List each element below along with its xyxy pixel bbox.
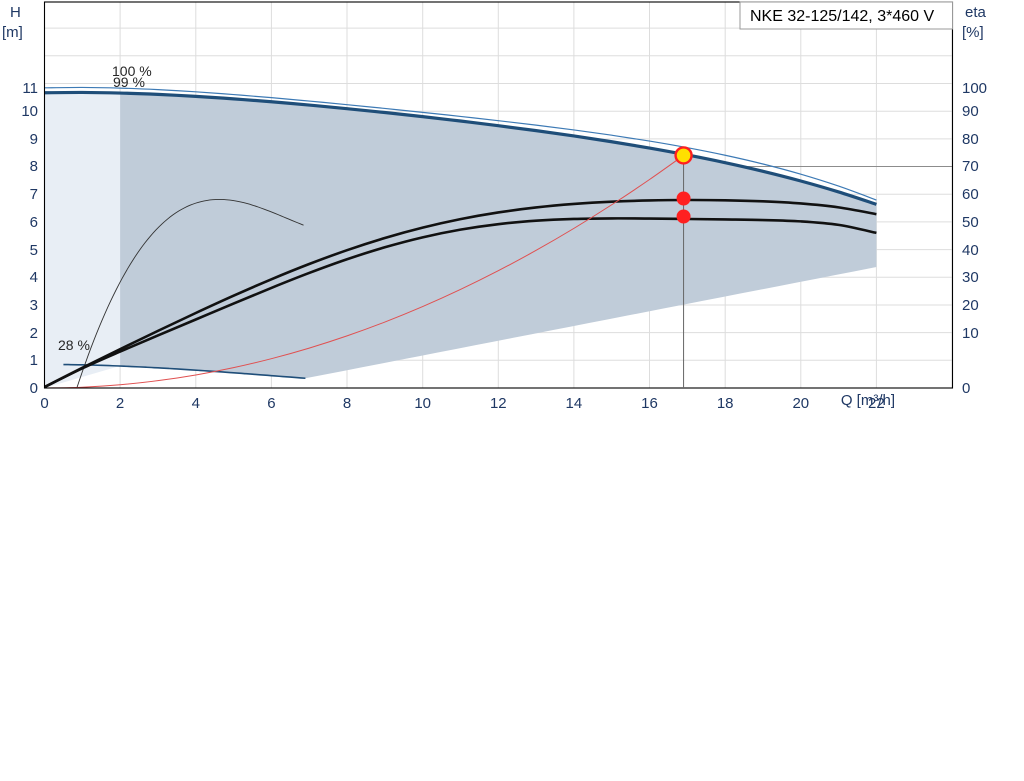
svg-text:12: 12	[490, 395, 507, 412]
svg-text:16: 16	[641, 395, 658, 412]
svg-text:80: 80	[962, 131, 979, 148]
svg-text:0: 0	[40, 395, 48, 412]
svg-text:[%]: [%]	[962, 24, 984, 41]
svg-text:H: H	[10, 4, 21, 21]
svg-text:8: 8	[30, 158, 38, 175]
svg-text:10: 10	[962, 325, 979, 342]
svg-text:[m]: [m]	[2, 24, 23, 41]
svg-text:20: 20	[962, 297, 979, 314]
svg-text:2: 2	[30, 325, 38, 342]
svg-text:1: 1	[30, 352, 38, 369]
svg-text:Q [m³/h]: Q [m³/h]	[841, 392, 895, 409]
svg-text:30: 30	[962, 269, 979, 286]
svg-text:10: 10	[414, 395, 431, 412]
svg-text:4: 4	[30, 269, 38, 286]
svg-text:20: 20	[792, 395, 809, 412]
svg-text:14: 14	[566, 395, 583, 412]
svg-text:2: 2	[116, 395, 124, 412]
svg-text:8: 8	[343, 395, 351, 412]
svg-text:40: 40	[962, 242, 979, 259]
svg-text:7: 7	[30, 186, 38, 203]
svg-text:50: 50	[962, 214, 979, 231]
svg-text:99 %: 99 %	[113, 74, 145, 90]
svg-text:eta: eta	[965, 4, 987, 21]
svg-text:90: 90	[962, 103, 979, 120]
svg-text:6: 6	[30, 214, 38, 231]
svg-text:11: 11	[22, 80, 38, 97]
svg-text:10: 10	[21, 103, 38, 120]
svg-text:0: 0	[962, 380, 970, 397]
svg-text:6: 6	[267, 395, 275, 412]
svg-text:0: 0	[30, 380, 38, 397]
svg-text:28 %: 28 %	[58, 337, 90, 353]
svg-text:9: 9	[30, 131, 38, 148]
svg-text:60: 60	[962, 186, 979, 203]
svg-text:3: 3	[30, 297, 38, 314]
svg-text:NKE 32-125/142, 3*460 V: NKE 32-125/142, 3*460 V	[750, 8, 934, 25]
svg-text:18: 18	[717, 395, 734, 412]
svg-text:5: 5	[30, 242, 38, 259]
svg-text:4: 4	[192, 395, 200, 412]
svg-text:70: 70	[962, 158, 979, 175]
svg-text:100: 100	[962, 80, 987, 97]
